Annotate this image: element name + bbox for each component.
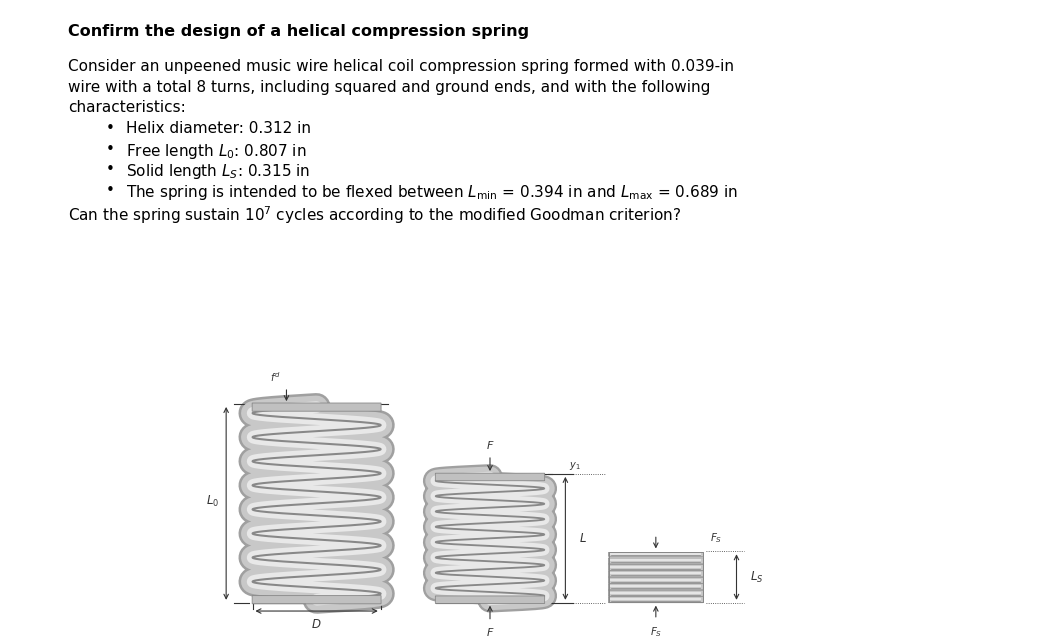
Text: •: • xyxy=(106,121,114,136)
Text: Confirm the design of a helical compression spring: Confirm the design of a helical compress… xyxy=(68,24,529,39)
Text: $L_S$: $L_S$ xyxy=(750,569,763,585)
FancyBboxPatch shape xyxy=(608,577,704,584)
FancyBboxPatch shape xyxy=(608,564,704,570)
Text: $F_S$: $F_S$ xyxy=(710,531,722,545)
FancyBboxPatch shape xyxy=(608,590,704,596)
Text: •: • xyxy=(106,183,114,198)
Text: $D$: $D$ xyxy=(311,618,321,631)
Text: $y_1$: $y_1$ xyxy=(570,460,581,472)
FancyBboxPatch shape xyxy=(436,596,544,603)
Text: wire with a total 8 turns, including squared and ground ends, and with the follo: wire with a total 8 turns, including squ… xyxy=(68,80,711,94)
Text: •: • xyxy=(106,142,114,157)
FancyBboxPatch shape xyxy=(608,571,704,577)
Text: Consider an unpeened music wire helical coil compression spring formed with 0.03: Consider an unpeened music wire helical … xyxy=(68,59,734,74)
Text: $F$: $F$ xyxy=(486,626,494,638)
FancyBboxPatch shape xyxy=(252,596,381,603)
FancyBboxPatch shape xyxy=(608,596,704,603)
Text: $L_0$: $L_0$ xyxy=(206,494,219,510)
Text: The spring is intended to be flexed between $L_{\mathrm{min}}$ = 0.394 in and $L: The spring is intended to be flexed betw… xyxy=(126,183,738,202)
Text: $F$: $F$ xyxy=(486,438,494,451)
Text: $L$: $L$ xyxy=(579,532,586,545)
FancyBboxPatch shape xyxy=(608,552,704,557)
FancyBboxPatch shape xyxy=(252,403,381,412)
Text: $F_S$: $F_S$ xyxy=(650,625,662,639)
Text: characteristics:: characteristics: xyxy=(68,100,185,115)
Text: Helix diameter: 0.312 in: Helix diameter: 0.312 in xyxy=(126,121,311,136)
FancyBboxPatch shape xyxy=(608,584,704,590)
Text: •: • xyxy=(106,162,114,177)
FancyBboxPatch shape xyxy=(608,558,704,564)
Text: $f^d$: $f^d$ xyxy=(270,370,281,385)
Text: Solid length $L_S$: 0.315 in: Solid length $L_S$: 0.315 in xyxy=(126,162,310,182)
Text: Can the spring sustain $10^7$ cycles according to the modified Goodman criterion: Can the spring sustain $10^7$ cycles acc… xyxy=(68,205,682,227)
FancyBboxPatch shape xyxy=(436,473,544,481)
Text: Free length $L_0$: 0.807 in: Free length $L_0$: 0.807 in xyxy=(126,142,306,161)
